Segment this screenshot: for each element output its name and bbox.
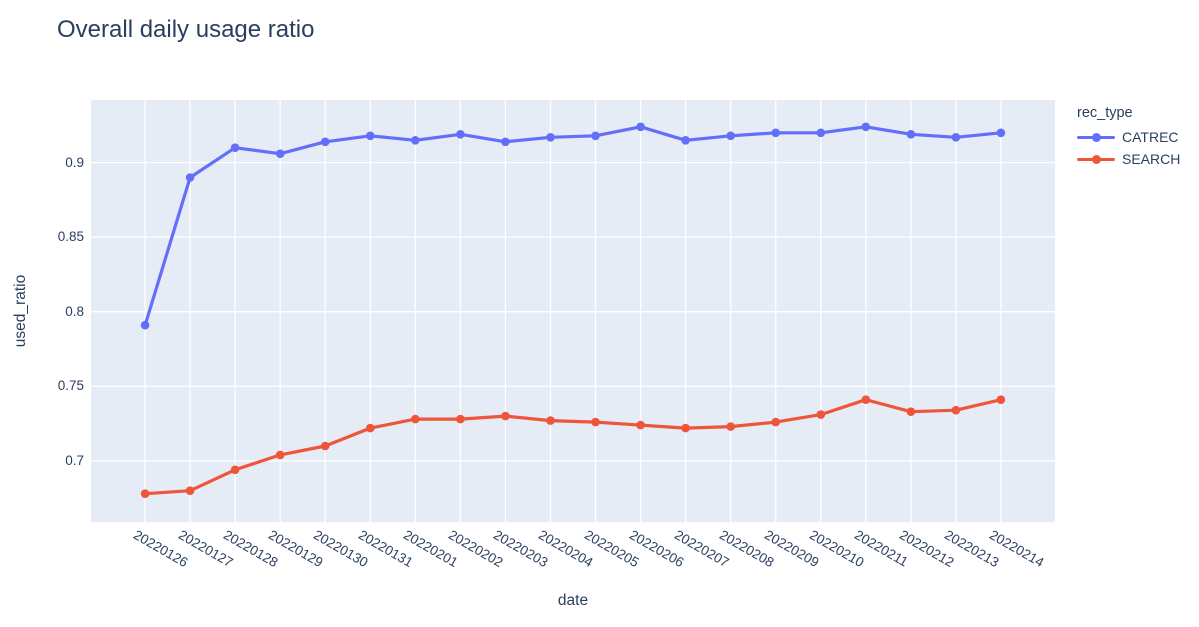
series-line-search (144, 398, 1002, 496)
data-point-catrec (861, 122, 871, 132)
data-point-search (275, 450, 285, 460)
data-point-search (411, 414, 420, 424)
data-point-search (185, 486, 195, 496)
y-tick-label: 0.7 (65, 452, 84, 468)
data-point-catrec (140, 320, 150, 330)
series-catrec[interactable] (140, 122, 1006, 330)
data-point-catrec (320, 137, 330, 147)
data-point-search (636, 420, 645, 430)
data-point-catrec (636, 122, 645, 132)
data-point-search (861, 395, 871, 405)
data-point-catrec (546, 133, 555, 142)
data-point-search (546, 416, 555, 425)
legend-label-search: SEARCH (1122, 151, 1181, 167)
data-point-catrec (591, 131, 600, 141)
y-tick-label: 0.8 (65, 303, 84, 319)
data-point-catrec (996, 128, 1006, 138)
legend-entry-catrec[interactable]: CATREC (1077, 126, 1180, 148)
legend-title: rec_type (1077, 105, 1133, 121)
y-tick-label: 0.75 (57, 378, 84, 394)
data-point-search (996, 395, 1006, 405)
catrec-line-marker-swatch (1077, 126, 1117, 148)
y-tick-label: 0.9 (65, 154, 84, 170)
data-point-catrec (771, 128, 780, 138)
data-point-catrec (501, 137, 510, 147)
data-point-search (906, 407, 916, 417)
data-point-catrec (726, 131, 735, 141)
data-point-catrec (411, 136, 420, 145)
data-point-search (816, 410, 826, 419)
plot-area[interactable] (91, 100, 1055, 522)
y-tick-label: 0.85 (57, 229, 84, 245)
data-point-catrec (275, 149, 285, 158)
data-point-search (681, 423, 690, 433)
data-point-search (366, 423, 375, 433)
data-point-catrec (185, 173, 195, 182)
plot-svg (91, 100, 1055, 522)
data-point-search (771, 417, 780, 427)
legend-entry-search[interactable]: SEARCH (1077, 148, 1180, 170)
data-point-search (726, 422, 735, 431)
data-point-search (456, 414, 465, 424)
series-search[interactable] (140, 395, 1006, 499)
legend-label-catrec: CATREC (1122, 129, 1179, 145)
legend: rec_type CATREC SEARCH (1077, 105, 1180, 170)
x-axis-title: date (557, 592, 589, 609)
data-point-search (501, 411, 510, 421)
data-point-search (951, 405, 961, 415)
search-line-marker-swatch (1077, 148, 1117, 170)
data-point-catrec (816, 128, 826, 138)
data-point-catrec (681, 136, 690, 145)
data-point-catrec (456, 130, 465, 139)
gridlines (91, 100, 1055, 522)
data-point-search (591, 417, 600, 427)
data-point-search (140, 489, 150, 499)
chart-title: Overall daily usage ratio (57, 16, 315, 43)
data-point-search (320, 441, 330, 451)
data-point-catrec (230, 143, 240, 152)
series-line-catrec (143, 125, 1002, 326)
data-point-catrec (366, 131, 375, 141)
data-point-catrec (951, 133, 961, 142)
data-point-catrec (906, 130, 916, 139)
data-point-search (230, 465, 240, 475)
